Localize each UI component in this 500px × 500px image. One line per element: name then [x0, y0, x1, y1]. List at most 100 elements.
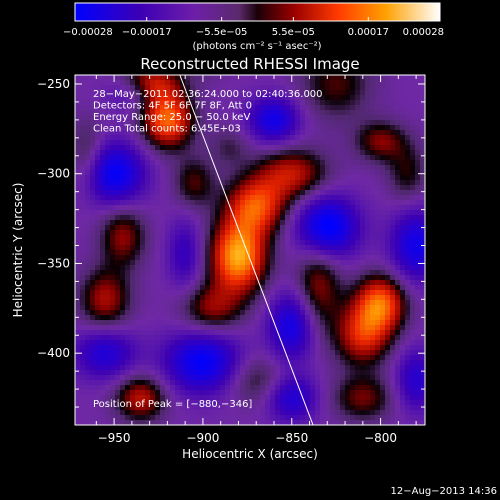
heatmap-cell — [90, 220, 96, 226]
heatmap-cell — [220, 370, 226, 376]
heatmap-cell — [140, 165, 146, 171]
heatmap-cell — [200, 215, 206, 221]
heatmap-cell — [335, 420, 341, 425]
heatmap-cell — [325, 80, 331, 86]
heatmap-cell — [325, 415, 331, 421]
heatmap-cell — [170, 255, 176, 261]
heatmap-cell — [90, 365, 96, 371]
heatmap-cell — [275, 260, 281, 266]
heatmap-cell — [155, 410, 161, 416]
heatmap-cell — [220, 335, 226, 341]
heatmap-cell — [315, 385, 321, 391]
heatmap-cell — [235, 235, 241, 241]
heatmap-cell — [310, 350, 316, 356]
heatmap-cell — [225, 160, 231, 166]
heatmap-cell — [110, 320, 116, 326]
heatmap-cell — [200, 285, 206, 291]
heatmap-cell — [115, 415, 121, 421]
heatmap-cell — [155, 140, 161, 146]
heatmap-cell — [260, 375, 266, 381]
heatmap-cell — [335, 285, 341, 291]
heatmap-cell — [315, 415, 321, 421]
heatmap-cell — [350, 390, 356, 396]
heatmap-cell — [185, 295, 191, 301]
heatmap-cell — [160, 95, 166, 101]
heatmap-cell — [75, 415, 81, 421]
heatmap-cell — [280, 120, 286, 126]
heatmap-cell — [255, 335, 261, 341]
heatmap-cell — [420, 365, 425, 371]
heatmap-cell — [320, 150, 326, 156]
heatmap-cell — [240, 130, 246, 136]
heatmap-cell — [170, 110, 176, 116]
heatmap-cell — [315, 280, 321, 286]
heatmap-cell — [270, 165, 276, 171]
heatmap-cell — [220, 175, 226, 181]
heatmap-cell — [245, 95, 251, 101]
heatmap-cell — [75, 395, 81, 401]
heatmap-cell — [400, 165, 406, 171]
heatmap-cell — [155, 155, 161, 161]
heatmap-cell — [85, 335, 91, 341]
heatmap-cell — [400, 110, 406, 116]
heatmap-cell — [260, 145, 266, 151]
heatmap-cell — [150, 170, 156, 176]
heatmap-cell — [120, 265, 126, 271]
heatmap-cell — [370, 420, 376, 425]
heatmap-cell — [170, 215, 176, 221]
heatmap-cell — [300, 195, 306, 201]
heatmap-cell — [225, 365, 231, 371]
heatmap-cell — [110, 115, 116, 121]
heatmap-cell — [360, 365, 366, 371]
heatmap-cell — [230, 260, 236, 266]
heatmap-cell — [280, 305, 286, 311]
heatmap-cell — [315, 340, 321, 346]
heatmap-cell — [335, 270, 341, 276]
heatmap-cell — [410, 95, 416, 101]
heatmap-cell — [220, 415, 226, 421]
heatmap-cell — [285, 175, 291, 181]
heatmap-cell — [385, 325, 391, 331]
heatmap-cell — [415, 355, 421, 361]
heatmap-cell — [400, 190, 406, 196]
heatmap-cell — [385, 180, 391, 186]
heatmap-cell — [225, 165, 231, 171]
heatmap-cell — [240, 205, 246, 211]
heatmap-cell — [260, 105, 266, 111]
heatmap-cell — [225, 390, 231, 396]
heatmap-cell — [275, 200, 281, 206]
heatmap-cell — [135, 175, 141, 181]
heatmap-cell — [345, 250, 351, 256]
heatmap-cell — [315, 240, 321, 246]
heatmap-cell — [125, 260, 131, 266]
heatmap-cell — [385, 220, 391, 226]
heatmap-cell — [200, 405, 206, 411]
heatmap-cell — [140, 110, 146, 116]
heatmap-cell — [185, 315, 191, 321]
heatmap-cell — [285, 390, 291, 396]
heatmap-cell — [200, 295, 206, 301]
heatmap-cell — [260, 100, 266, 106]
heatmap-cell — [240, 165, 246, 171]
heatmap-cell — [400, 125, 406, 131]
heatmap-cell — [320, 280, 326, 286]
heatmap-cell — [150, 265, 156, 271]
heatmap-cell — [370, 370, 376, 376]
heatmap-cell — [95, 210, 101, 216]
heatmap-cell — [155, 325, 161, 331]
heatmap-cell — [190, 240, 196, 246]
heatmap-cell — [410, 405, 416, 411]
heatmap-cell — [165, 385, 171, 391]
heatmap-cell — [315, 270, 321, 276]
heatmap-cell — [215, 105, 221, 111]
heatmap-cell — [240, 420, 246, 425]
heatmap-cell — [255, 240, 261, 246]
heatmap-cell — [230, 170, 236, 176]
heatmap-cell — [380, 275, 386, 281]
heatmap-cell — [120, 185, 126, 191]
heatmap-cell — [310, 85, 316, 91]
heatmap-cell — [280, 235, 286, 241]
heatmap-cell — [285, 395, 291, 401]
heatmap-cell — [360, 200, 366, 206]
heatmap-cell — [115, 240, 121, 246]
